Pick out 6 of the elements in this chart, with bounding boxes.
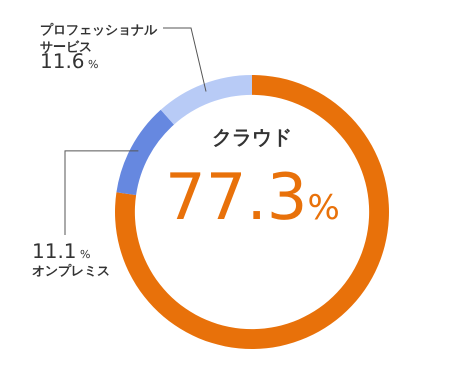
slice-label: クラウド <box>212 125 292 149</box>
data-label: 77.3% <box>165 161 340 235</box>
donut-slice <box>115 75 389 349</box>
data-label: 11.1% <box>32 239 90 263</box>
slice-label: オンプレミス <box>32 262 110 279</box>
donut-slice <box>160 75 252 125</box>
